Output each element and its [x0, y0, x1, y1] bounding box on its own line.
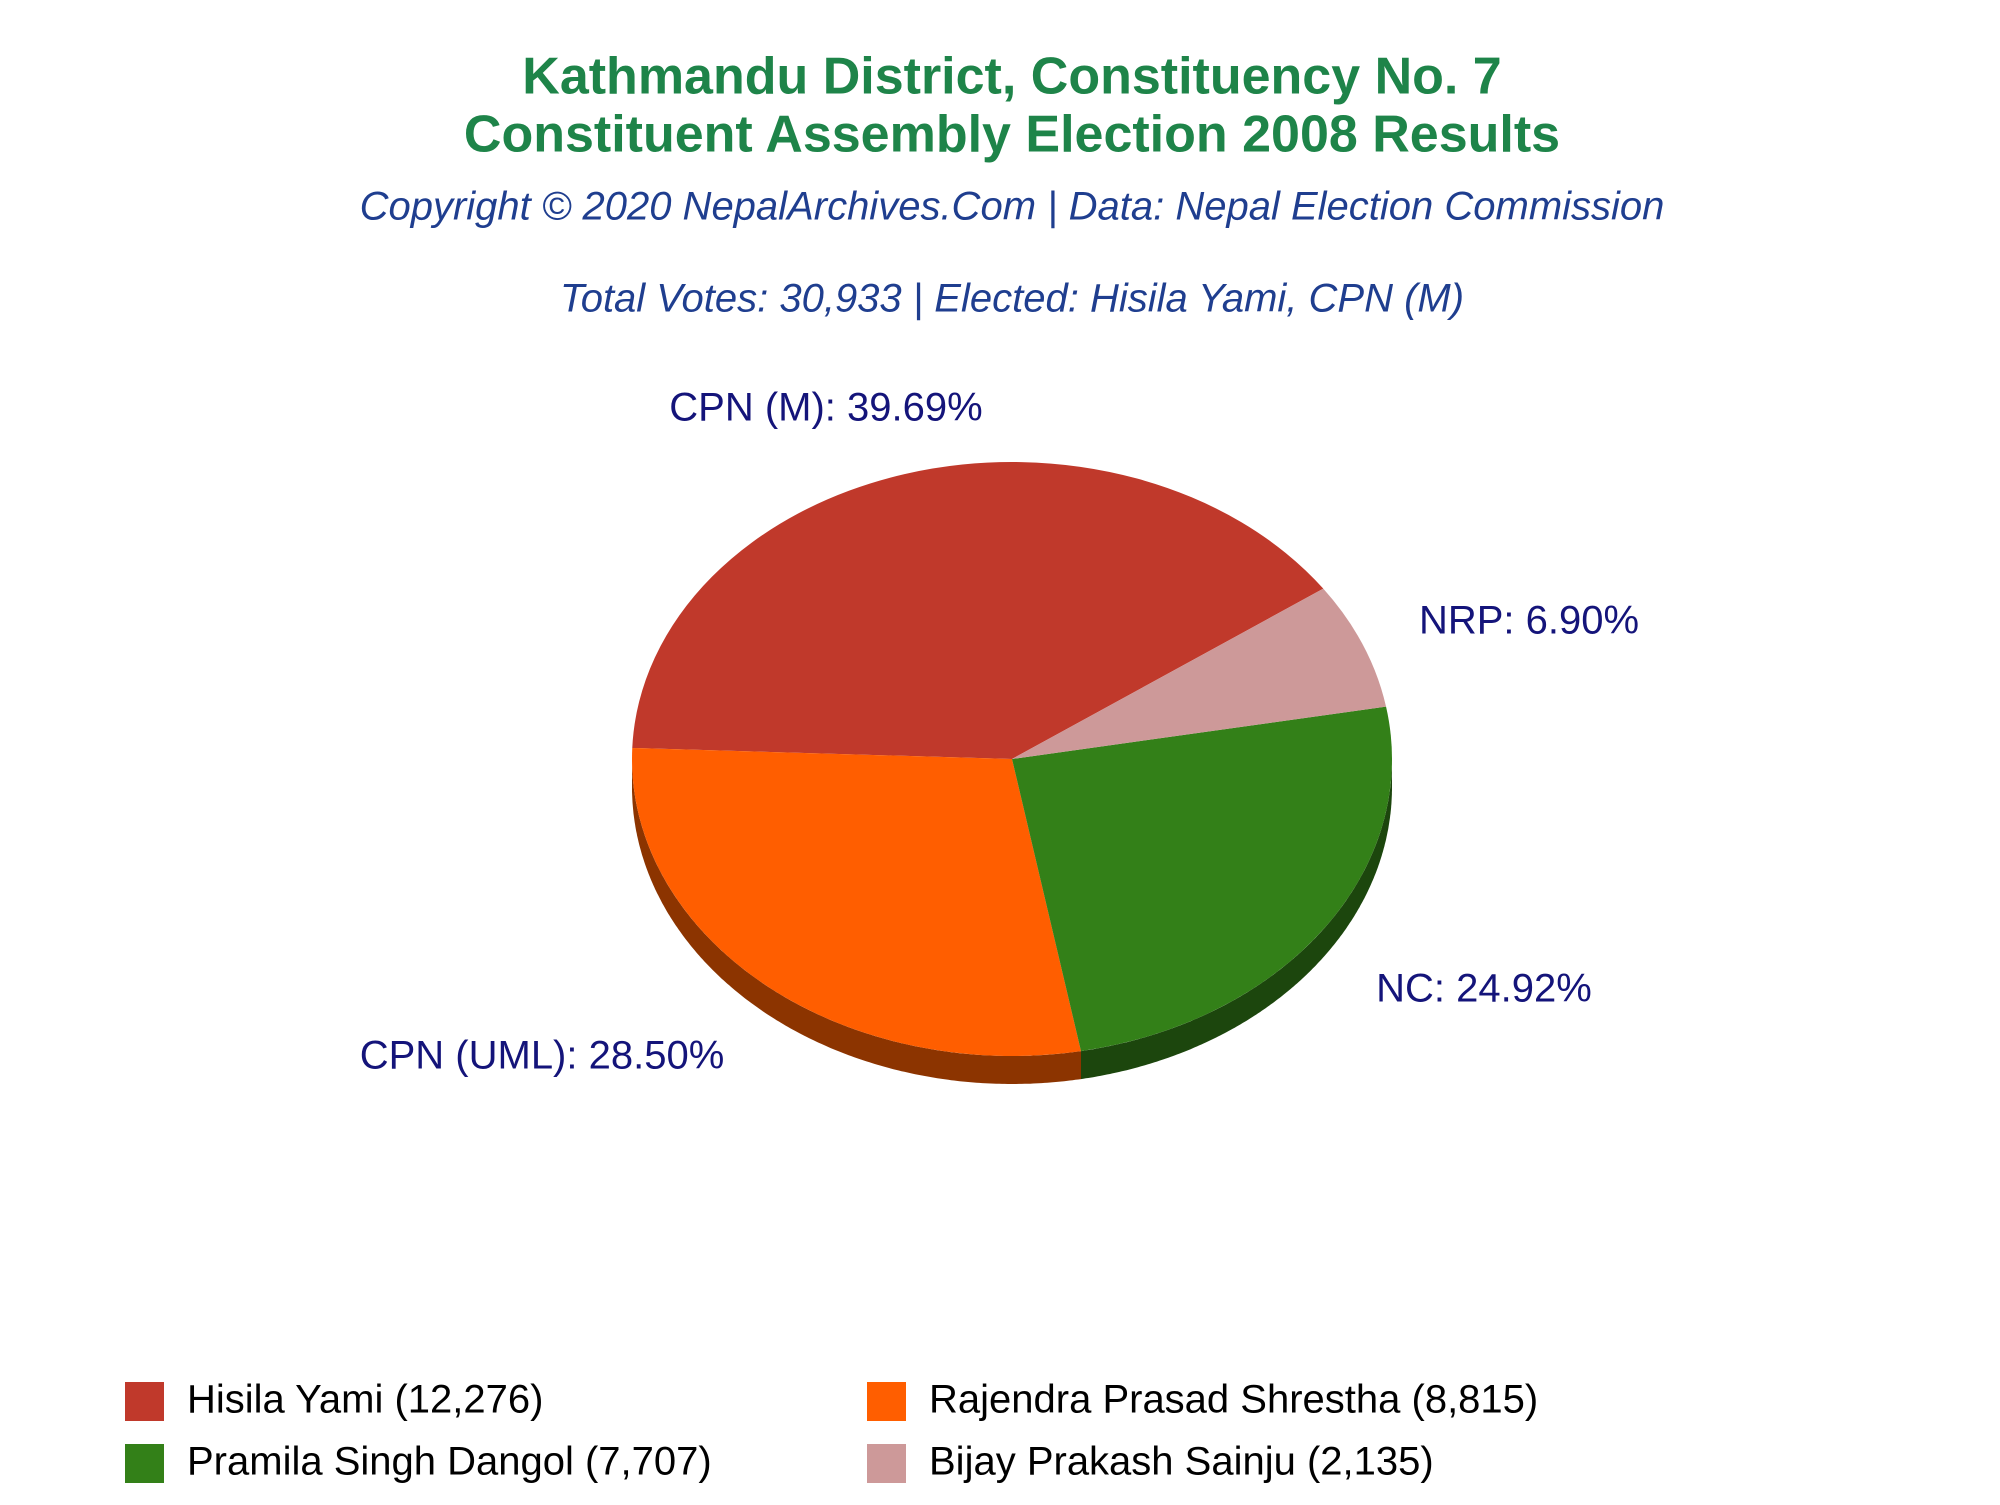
- legend-label: Rajendra Prasad Shrestha (8,815): [929, 1378, 1538, 1422]
- legend-swatch: [867, 1444, 906, 1483]
- chart-subtitle: Copyright © 2020 NepalArchives.Com | Dat…: [360, 185, 1665, 229]
- legend-swatch: [125, 1382, 164, 1421]
- legend-swatch: [125, 1444, 164, 1483]
- data-label: NRP: 6.90%: [1419, 599, 1639, 643]
- slice: [632, 747, 1081, 1057]
- legend-swatch: [867, 1382, 906, 1421]
- chart-title: Constituent Assembly Election 2008 Resul…: [464, 106, 1560, 164]
- data-label: NC: 24.92%: [1376, 967, 1592, 1011]
- slice: [1012, 588, 1387, 759]
- legend-label: Hisila Yami (12,276): [187, 1378, 543, 1422]
- annotation: Total Votes: 30,933 | Elected: Hisila Ya…: [560, 277, 1464, 321]
- data-label: CPN (UML): 28.50%: [360, 1034, 725, 1078]
- slice: [632, 461, 1324, 759]
- chart-title: Kathmandu District, Constituency No. 7: [522, 48, 1501, 106]
- legend-label: Pramila Singh Dangol (7,707): [187, 1440, 712, 1484]
- slice-side: [1081, 760, 1392, 1080]
- legend-label: Bijay Prakash Sainju (2,135): [929, 1440, 1434, 1484]
- slice: [1012, 706, 1392, 1052]
- data-label: CPN (M): 39.69%: [669, 386, 982, 430]
